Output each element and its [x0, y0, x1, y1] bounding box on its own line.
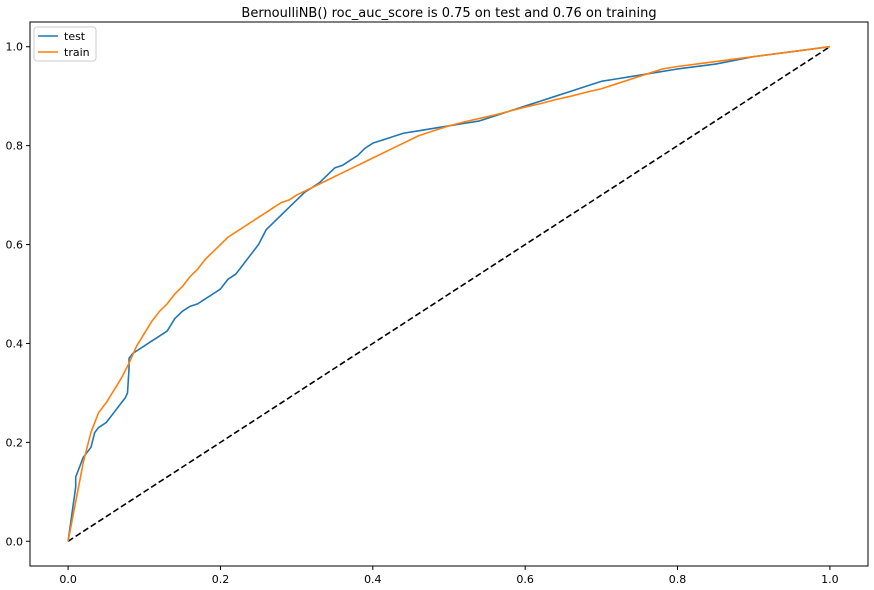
legend-label-train: train — [64, 46, 90, 59]
chart-title: BernoulliNB() roc_auc_score is 0.75 on t… — [241, 6, 656, 21]
series-line-train — [67, 45, 831, 542]
y-tick-label: 1.0 — [6, 41, 24, 54]
y-tick-label: 0.0 — [6, 535, 24, 548]
y-tick-label: 0.8 — [6, 140, 24, 153]
y-tick-label: 0.2 — [6, 436, 24, 449]
series-layer — [67, 45, 831, 542]
y-tick-label: 0.6 — [6, 239, 24, 252]
y-axis: 0.0 0.2 0.4 0.6 0.8 1.0 — [6, 41, 30, 548]
x-tick-label: 0.6 — [516, 573, 534, 586]
reference-diagonal-line — [67, 46, 831, 542]
x-axis: 0.0 0.2 0.4 0.6 0.8 1.0 — [59, 566, 839, 586]
x-tick-label: 0.4 — [364, 573, 382, 586]
series-line-test — [67, 45, 831, 542]
x-tick-label: 1.0 — [821, 573, 839, 586]
y-tick-label: 0.4 — [6, 337, 24, 350]
legend: test train — [33, 26, 97, 62]
x-tick-label: 0.8 — [669, 573, 687, 586]
x-tick-label: 0.2 — [212, 573, 230, 586]
x-tick-label: 0.0 — [59, 573, 77, 586]
legend-label-test: test — [64, 30, 86, 43]
